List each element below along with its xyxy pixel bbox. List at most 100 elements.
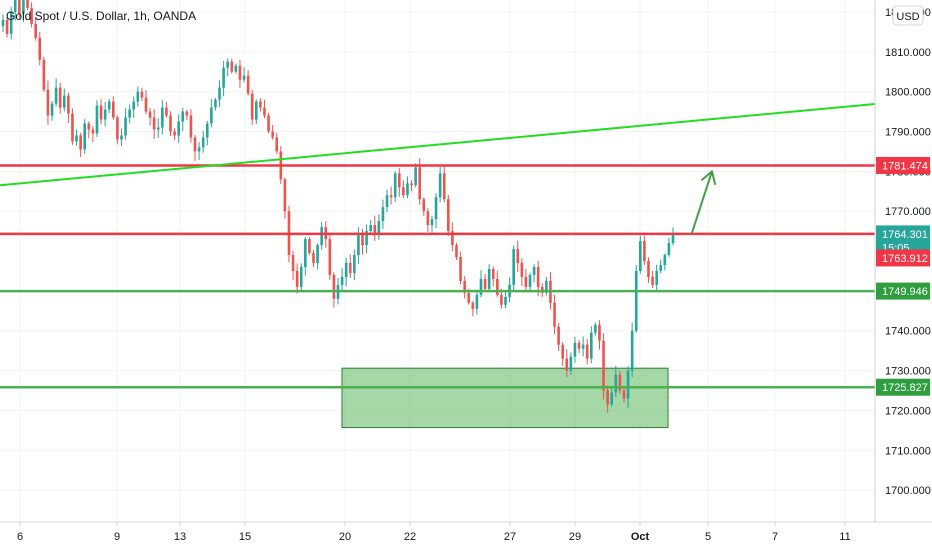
- price-tag-green: 1749.946: [876, 282, 930, 300]
- candle: [226, 58, 229, 76]
- candle-body: [557, 326, 560, 345]
- price-tick-label: 1770.000: [885, 206, 931, 218]
- candle: [565, 349, 569, 378]
- candle-body: [393, 173, 397, 198]
- candle-body: [512, 249, 515, 285]
- candle: [230, 58, 234, 74]
- arrow-shaft: [691, 170, 713, 234]
- candle-body: [218, 87, 221, 100]
- candle-body: [263, 107, 266, 116]
- candle-body: [205, 123, 209, 138]
- candle-body: [353, 255, 356, 273]
- price-tag-value: 1749.946: [882, 286, 928, 298]
- candle-body: [357, 235, 360, 256]
- candle-body: [569, 356, 573, 371]
- horizontal-levels[interactable]: [0, 164, 875, 389]
- candle-body: [377, 221, 381, 236]
- candle: [618, 370, 622, 395]
- candle-body: [532, 266, 536, 275]
- candle-body: [124, 117, 127, 136]
- candle: [177, 114, 180, 143]
- candle-body: [144, 97, 148, 112]
- candle: [447, 194, 450, 237]
- candle: [320, 222, 323, 250]
- candle-body: [598, 324, 601, 341]
- candle: [606, 385, 609, 413]
- candle-body: [438, 173, 442, 198]
- candle-body: [71, 113, 74, 142]
- candle: [520, 258, 524, 287]
- candle-body: [442, 173, 446, 200]
- candle-body: [483, 278, 487, 289]
- candle: [422, 197, 426, 216]
- candle-body: [148, 111, 152, 118]
- candle-body: [414, 167, 417, 186]
- candle: [58, 82, 62, 114]
- candle: [95, 100, 99, 137]
- candle: [120, 128, 123, 147]
- price-tick-label: 1720.000: [885, 405, 931, 417]
- candle-body: [614, 374, 618, 393]
- candle: [410, 180, 413, 192]
- candle-body: [177, 121, 180, 136]
- candle-body: [79, 135, 82, 150]
- chart-title: Gold Spot / U.S. Dollar, 1h, OANDA: [6, 9, 196, 23]
- candle: [34, 16, 37, 41]
- candle-body: [197, 147, 201, 152]
- trend-line[interactable]: [0, 103, 876, 187]
- projection-arrow-icon[interactable]: [691, 170, 717, 234]
- candle-body: [30, 7, 33, 24]
- candle: [54, 78, 58, 107]
- candle: [353, 249, 356, 281]
- candle: [459, 251, 462, 285]
- currency-badge[interactable]: [892, 5, 924, 26]
- candle-body: [630, 330, 634, 371]
- candle: [655, 264, 658, 292]
- price-tick-label: 1800.000: [885, 87, 931, 99]
- candle-body: [553, 302, 556, 327]
- candle-body: [487, 268, 491, 289]
- time-axis-area[interactable]: [0, 522, 932, 550]
- candle-body: [46, 89, 50, 116]
- candlestick-series: [1, 0, 675, 413]
- candle: [312, 249, 315, 268]
- candle: [222, 60, 225, 97]
- candle: [614, 365, 618, 397]
- candle-body: [173, 131, 176, 136]
- candle: [271, 124, 274, 140]
- candle-body: [230, 61, 234, 72]
- candle: [128, 104, 131, 124]
- candle-body: [58, 87, 62, 108]
- candle-body: [634, 270, 638, 331]
- candle-body: [491, 268, 495, 279]
- candle-body: [467, 292, 471, 303]
- candle: [471, 300, 475, 317]
- demand-zone[interactable]: [341, 367, 669, 429]
- candle-body: [275, 137, 279, 152]
- price-tick-label: 1700.000: [885, 485, 931, 497]
- candle-body: [22, 0, 25, 14]
- candle: [365, 224, 368, 254]
- currency-label: USD: [896, 11, 919, 23]
- candle: [369, 220, 372, 234]
- candle: [434, 193, 438, 228]
- candle: [553, 294, 556, 334]
- time-tick-label: 5: [705, 531, 711, 543]
- time-axis[interactable]: 6 9 13 15 20 22 27 29 Oct 5 7 11: [17, 522, 851, 543]
- candle-body: [87, 123, 91, 130]
- candle-body: [120, 135, 123, 140]
- candle: [267, 112, 270, 134]
- candle-body: [389, 195, 393, 198]
- candle-body: [610, 392, 614, 405]
- candle: [496, 270, 499, 297]
- price-tag-bg: [876, 156, 930, 174]
- candle: [5, 17, 9, 38]
- candle-body: [447, 199, 450, 232]
- candle-body: [308, 239, 311, 254]
- candle-body: [99, 105, 103, 120]
- candle-body: [344, 262, 348, 277]
- candle: [1, 14, 5, 32]
- candle: [643, 235, 646, 266]
- candle-body: [602, 340, 605, 391]
